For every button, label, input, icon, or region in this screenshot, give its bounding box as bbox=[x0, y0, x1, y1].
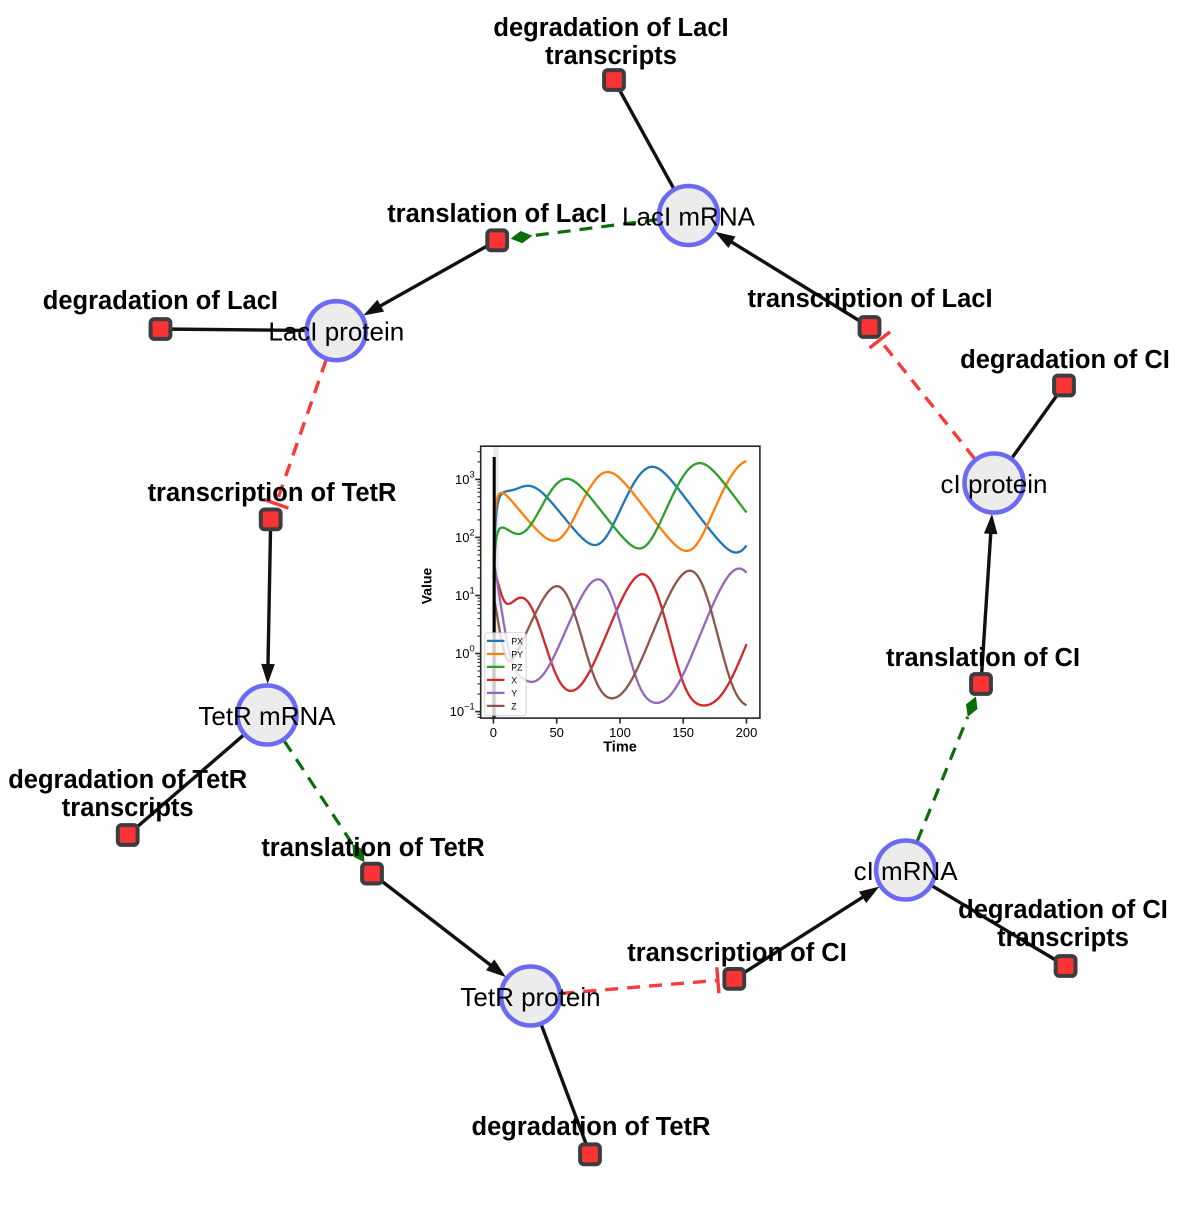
svg-text:101: 101 bbox=[455, 586, 475, 604]
svg-text:Z: Z bbox=[511, 701, 517, 711]
svg-text:degradation of CI: degradation of CI bbox=[960, 346, 1170, 374]
svg-text:transcripts: transcripts bbox=[997, 924, 1129, 952]
svg-text:50: 50 bbox=[549, 725, 563, 740]
svg-text:degradation of LacI: degradation of LacI bbox=[43, 287, 278, 315]
svg-text:PY: PY bbox=[511, 649, 523, 659]
svg-text:transcription of TetR: transcription of TetR bbox=[148, 479, 397, 507]
svg-text:translation of TetR: translation of TetR bbox=[261, 834, 484, 862]
svg-text:degradation of LacI: degradation of LacI bbox=[493, 14, 728, 42]
svg-text:LacI mRNA: LacI mRNA bbox=[622, 202, 756, 232]
svg-text:100: 100 bbox=[455, 644, 475, 662]
svg-text:transcripts: transcripts bbox=[545, 42, 677, 70]
svg-text:100: 100 bbox=[609, 725, 631, 740]
svg-text:cI protein: cI protein bbox=[941, 469, 1048, 499]
svg-text:transcription of LacI: transcription of LacI bbox=[747, 285, 992, 313]
svg-text:150: 150 bbox=[672, 725, 694, 740]
svg-text:transcription of CI: transcription of CI bbox=[627, 939, 847, 967]
svg-text:transcripts: transcripts bbox=[62, 794, 194, 822]
svg-text:10−1: 10−1 bbox=[450, 702, 475, 720]
svg-text:0: 0 bbox=[490, 725, 497, 740]
svg-text:translation of LacI: translation of LacI bbox=[387, 200, 607, 228]
svg-text:102: 102 bbox=[455, 527, 475, 545]
svg-text:Value: Value bbox=[419, 568, 435, 605]
svg-text:translation of CI: translation of CI bbox=[886, 644, 1080, 672]
svg-text:Time: Time bbox=[603, 740, 637, 756]
svg-text:cI mRNA: cI mRNA bbox=[854, 856, 959, 886]
svg-text:Y: Y bbox=[511, 688, 517, 698]
svg-text:degradation of TetR: degradation of TetR bbox=[472, 1113, 711, 1141]
svg-text:PX: PX bbox=[511, 636, 523, 646]
svg-text:degradation of TetR: degradation of TetR bbox=[8, 766, 247, 794]
svg-text:200: 200 bbox=[736, 725, 758, 740]
svg-text:TetR protein: TetR protein bbox=[460, 982, 600, 1012]
svg-text:degradation of CI: degradation of CI bbox=[958, 896, 1168, 924]
svg-text:X: X bbox=[511, 675, 517, 685]
svg-text:TetR mRNA: TetR mRNA bbox=[198, 701, 336, 731]
svg-text:103: 103 bbox=[455, 469, 475, 487]
svg-text:PZ: PZ bbox=[511, 662, 523, 672]
svg-text:LacI protein: LacI protein bbox=[268, 317, 404, 347]
